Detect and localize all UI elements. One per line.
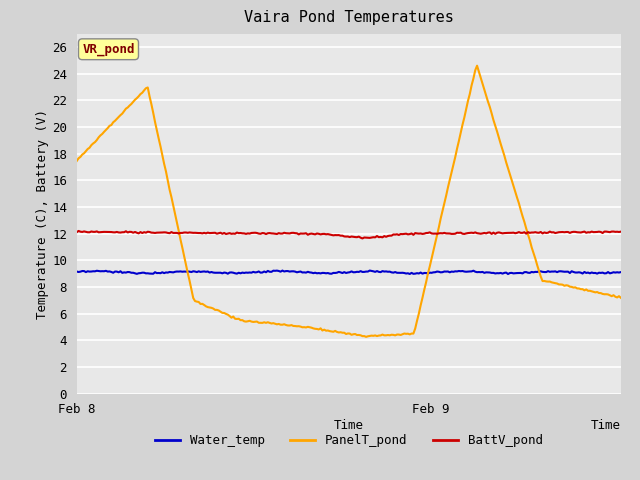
Title: Vaira Pond Temperatures: Vaira Pond Temperatures: [244, 11, 454, 25]
Legend: Water_temp, PanelT_pond, BattV_pond: Water_temp, PanelT_pond, BattV_pond: [150, 429, 548, 452]
Text: Time: Time: [591, 419, 621, 432]
Text: VR_pond: VR_pond: [82, 43, 135, 56]
Y-axis label: Temperature (C), Battery (V): Temperature (C), Battery (V): [36, 108, 49, 319]
X-axis label: Time: Time: [334, 419, 364, 432]
